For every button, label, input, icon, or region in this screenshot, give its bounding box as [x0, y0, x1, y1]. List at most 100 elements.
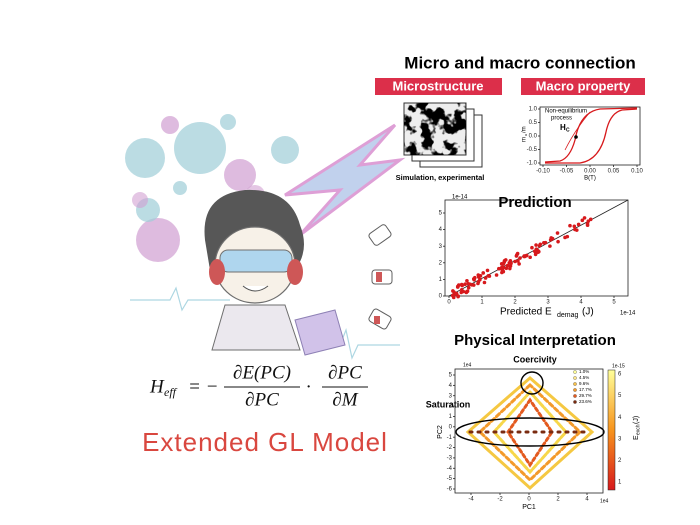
y-tick-label: 1 — [449, 414, 453, 420]
scatter-point — [476, 280, 481, 284]
scatter-point — [483, 276, 488, 280]
annotation: Non-equilibrium — [545, 109, 587, 115]
pc-plot — [454, 368, 616, 494]
legend-marker — [573, 376, 577, 380]
scatter-point — [563, 235, 567, 240]
scale-label: 1e4 — [463, 362, 472, 368]
scatter-point — [568, 223, 572, 228]
formula-dot: · — [306, 376, 311, 397]
scatter-point — [580, 218, 585, 223]
scatter-point — [472, 283, 476, 287]
colorbar-tick-label: 6 — [618, 372, 622, 378]
scatter-point — [530, 245, 534, 250]
scatter-point — [549, 236, 554, 240]
scatter-point — [537, 249, 541, 254]
colorbar-label: E — [633, 435, 640, 440]
scatter-point — [528, 255, 532, 260]
x-label: (J) — [582, 307, 594, 318]
scatter-point — [517, 262, 521, 266]
illustration — [125, 114, 406, 360]
formula-den1: ∂PC — [245, 389, 279, 410]
formula-num2: ∂PC — [328, 362, 362, 383]
plot-title: Prediction — [498, 194, 571, 211]
scatter-point — [485, 268, 490, 273]
scatter-point — [505, 263, 510, 268]
legend-label: 9.6% — [579, 381, 589, 386]
y-tick-label: -6 — [447, 487, 453, 493]
y-tick-label: 5 — [449, 373, 453, 379]
y-tick-label: -4 — [447, 466, 453, 472]
colorbar-tick-label: 1 — [618, 480, 622, 486]
y-label: PC2 — [437, 425, 444, 439]
scatter-point — [516, 259, 520, 263]
y-tick-label: 2 — [449, 404, 453, 410]
x-label: PC1 — [522, 504, 536, 511]
colorbar-tick-label: 3 — [618, 436, 622, 442]
y-tick-label: 3 — [439, 244, 443, 250]
scatter-point — [538, 242, 543, 247]
x-tick-label: 4 — [585, 497, 589, 503]
legend-label: 29.7% — [579, 393, 592, 398]
scatter-point — [459, 282, 464, 287]
x-tick-label: 4 — [579, 300, 583, 306]
scatter-point — [466, 281, 471, 286]
legend-label: 4.5% — [579, 375, 589, 380]
label: Macro property — [536, 78, 631, 93]
scatter-point — [582, 216, 587, 220]
scatter-point — [494, 273, 499, 277]
colorbar-tick-label: 2 — [618, 458, 622, 464]
scatter-point — [586, 219, 591, 223]
legend-label: 23.6% — [579, 399, 592, 404]
y-tick-label: 2 — [439, 260, 443, 266]
x-tick-label: -0.05 — [560, 169, 574, 175]
scale-label: 1e-14 — [452, 195, 468, 201]
y-tick-label: 5 — [439, 211, 443, 217]
x-label: demag — [557, 312, 579, 319]
formula-eq: = − — [188, 376, 218, 397]
model-name: Extended GL Model — [142, 427, 388, 457]
scatter-point — [482, 280, 487, 285]
legend-marker — [573, 370, 577, 374]
section-title: Micro and macro connection — [404, 53, 635, 72]
scatter-point — [465, 278, 469, 283]
scatter-point — [572, 224, 577, 229]
scatter-point — [508, 266, 512, 271]
x-label: Predicted E — [500, 307, 552, 318]
legend-label: 17.7% — [579, 387, 592, 392]
y-tick-label: 4 — [439, 227, 443, 233]
scatter-point — [497, 266, 501, 271]
y-tick-label: 0.5 — [529, 120, 538, 126]
formula-den2: ∂M — [332, 389, 358, 410]
x-tick-label: 5 — [612, 300, 616, 306]
y-label: m — [522, 137, 528, 142]
scatter-point — [466, 285, 471, 290]
annotation: Coercivity — [513, 354, 557, 364]
y-tick-label: -2 — [447, 445, 453, 451]
scatter-point — [461, 289, 466, 294]
scatter-point — [534, 251, 538, 256]
y-label: /m — [522, 126, 528, 133]
scatter-point — [513, 259, 517, 264]
scatter-point — [503, 258, 508, 262]
label: Microstructure — [392, 78, 483, 93]
scale-label: 1e4 — [600, 498, 609, 504]
scatter-point — [455, 285, 460, 289]
scatter-point — [576, 222, 581, 227]
y-tick-label: -0.5 — [527, 147, 538, 153]
x-tick-label: 3 — [546, 300, 550, 306]
x-label: B(T) — [584, 176, 596, 182]
scatter-point — [501, 262, 506, 266]
x-tick-label: 1 — [480, 300, 484, 306]
microstructure-stack — [403, 102, 483, 168]
formula-num1: ∂E(PC) — [233, 362, 291, 383]
y-tick-label: -5 — [447, 476, 453, 482]
scatter-point — [464, 290, 469, 295]
scatter-point — [543, 240, 548, 245]
x-tick-label: 0.10 — [631, 169, 643, 175]
scatter-point — [573, 227, 577, 232]
y-tick-label: 0 — [439, 294, 443, 300]
x-tick-label: 0.00 — [584, 169, 596, 175]
y-tick-label: 1.0 — [529, 107, 538, 113]
x-tick-label: -0.10 — [536, 169, 550, 175]
scatter-point — [451, 295, 456, 300]
